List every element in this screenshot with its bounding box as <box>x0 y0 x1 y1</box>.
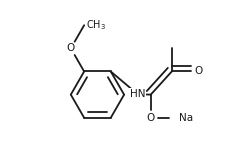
Text: O: O <box>66 43 75 53</box>
Text: Na: Na <box>178 113 192 123</box>
Text: O: O <box>194 66 202 76</box>
Text: O: O <box>146 113 154 123</box>
Text: HN: HN <box>130 89 145 99</box>
Text: CH$_3$: CH$_3$ <box>85 18 105 32</box>
